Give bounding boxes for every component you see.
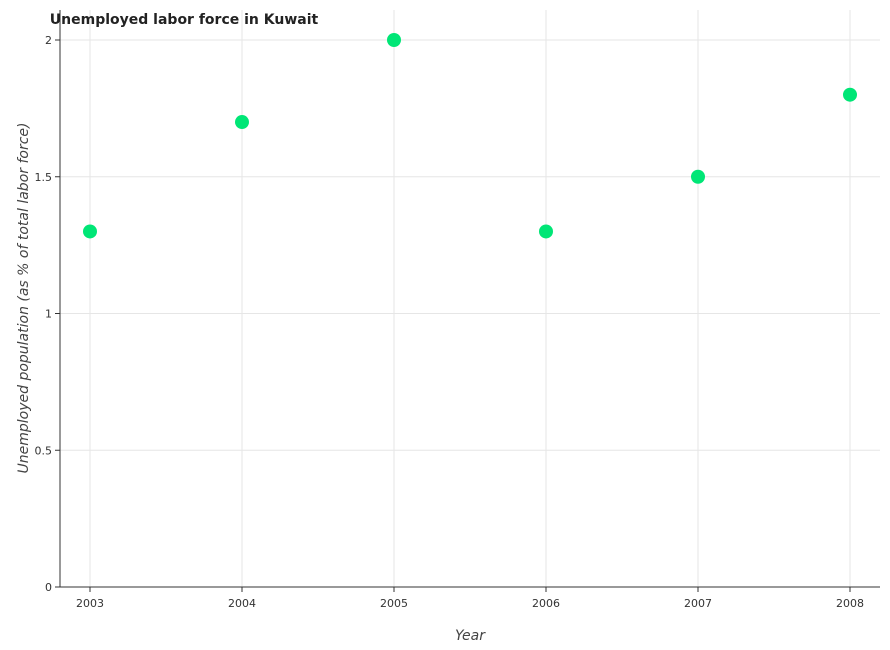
- x-tick-label: 2008: [836, 597, 864, 610]
- x-tick-label: 2005: [380, 597, 408, 610]
- x-tick-label: 2006: [532, 597, 560, 610]
- x-tick-label: 2004: [228, 597, 256, 610]
- x-tick-label: 2007: [684, 597, 712, 610]
- data-points: [83, 33, 857, 239]
- y-tick-label: 0: [45, 581, 52, 594]
- y-tick-label: 0.5: [35, 444, 53, 457]
- chart-title: Unemployed labor force in Kuwait: [50, 12, 319, 28]
- x-tick-label: 2003: [76, 597, 104, 610]
- y-ticks: 0 0.5 1 1.5 2: [35, 34, 60, 594]
- x-ticks: 2003 2004 2005 2006 2007 2008: [76, 587, 864, 610]
- axes: [59, 10, 880, 588]
- y-axis-label: Unemployed population (as % of total lab…: [16, 123, 32, 474]
- data-point: [83, 224, 97, 239]
- y-tick-label: 2: [45, 34, 52, 47]
- data-point: [539, 224, 553, 239]
- y-tick-label: 1: [45, 308, 52, 321]
- grid: [60, 10, 880, 588]
- data-point: [387, 33, 401, 47]
- x-axis-label: Year: [455, 628, 486, 644]
- data-point: [843, 87, 857, 102]
- y-tick-label: 1.5: [35, 171, 53, 184]
- data-point: [235, 115, 249, 130]
- data-point: [691, 169, 705, 184]
